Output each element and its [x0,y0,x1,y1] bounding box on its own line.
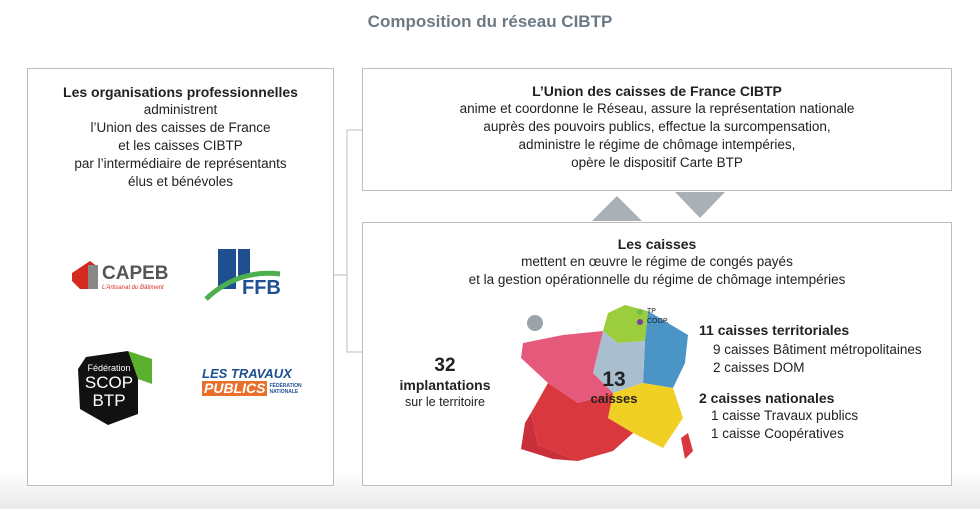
scop-mark [78,351,138,425]
group-item: 1 caisse Travaux publics [711,408,859,423]
scop-logo: Fédération SCOP BTP [80,363,138,410]
tp-tagline: FÉDÉRATION [269,382,302,389]
heading: Les organisations professionnelles [63,84,298,100]
legend: TP COOP. [647,307,669,327]
scop-line: Fédération [87,363,131,373]
ffb-swoosh [204,270,281,301]
tp-tagline: NATIONALE [269,388,299,395]
arrow-up [592,196,642,221]
capeb-tagline: L’Artisanat du Bâtiment [102,285,164,291]
center-label: 13 caisses [589,369,639,407]
logo-shapes [72,249,281,425]
left-box: Les organisations professionnelles admin… [27,68,334,486]
union-box: L’Union des caisses de France CIBTP anim… [362,68,952,191]
scop-line: BTP [92,391,126,410]
implantations: 32 implantations sur le territoire [383,355,507,411]
corsica [681,433,693,459]
region [521,331,613,403]
legend-dot [637,309,643,315]
line: l’Union des caisses de France [90,120,271,135]
capeb-name: CAPEB [102,263,169,284]
region [531,383,633,461]
line: et les caisses CIBTP [118,138,243,153]
inset [527,315,543,331]
line: administre le régime de chômage intempér… [518,137,796,152]
group-heading: 2 caisses nationales [699,390,835,406]
title: Composition du réseau CIBTP [367,12,613,31]
tp-logo: LES TRAVAUX PUBLICS FÉDÉRATION NATIONALE [202,367,302,396]
scop-mark [128,351,152,384]
scop-line: SCOP [84,373,134,392]
tp-line: PUBLICS [202,380,268,396]
region [521,413,578,461]
line: administrent [143,102,218,117]
caisses-box: Les caisses mettent en œuvre le régime d… [362,222,952,486]
group-item: 1 caisse Coopératives [711,426,844,441]
line: auprès des pouvoirs publics, effectue la… [483,119,831,134]
legend-item: TP [647,308,656,315]
region [643,311,688,388]
center-text: caisses [590,391,638,406]
capeb-mark [88,265,98,289]
line: élus et bénévoles [127,174,234,189]
group-heading: 11 caisses territoriales [699,322,850,338]
left-text: Les organisations professionnelles admin… [28,83,333,191]
region [603,305,648,343]
ffb-mark [238,249,250,277]
legend-item: COOP. [647,318,669,325]
groups: 11 caisses territoriales 9 caisses Bâtim… [699,321,922,443]
tp-line: LES TRAVAUX [202,366,292,381]
line: par l’intermédiaire de représentants [74,156,287,171]
center-number: 13 [602,368,626,391]
line: et la gestion opérationnelle du régime d… [468,272,846,287]
connector [346,129,362,353]
arrow-down [675,192,725,218]
heading: Les caisses [617,236,697,252]
region [608,383,683,448]
map [521,305,693,461]
legend-dot [637,319,643,325]
implantations-sub: sur le territoire [405,395,485,409]
ffb-name: FFB [242,277,281,299]
implantations-label: implantations [399,377,491,393]
group-item: 2 caisses DOM [713,360,805,375]
group-item: 9 caisses Bâtiment métropolitaines [713,342,922,357]
line: mettent en œuvre le régime de congés pay… [521,254,793,269]
implantations-number: 32 [434,355,456,376]
heading: L’Union des caisses de France CIBTP [532,83,782,99]
region [593,331,645,393]
line: anime et coordonne le Réseau, assure la … [459,101,855,116]
line: opère le dispositif Carte BTP [571,155,743,170]
